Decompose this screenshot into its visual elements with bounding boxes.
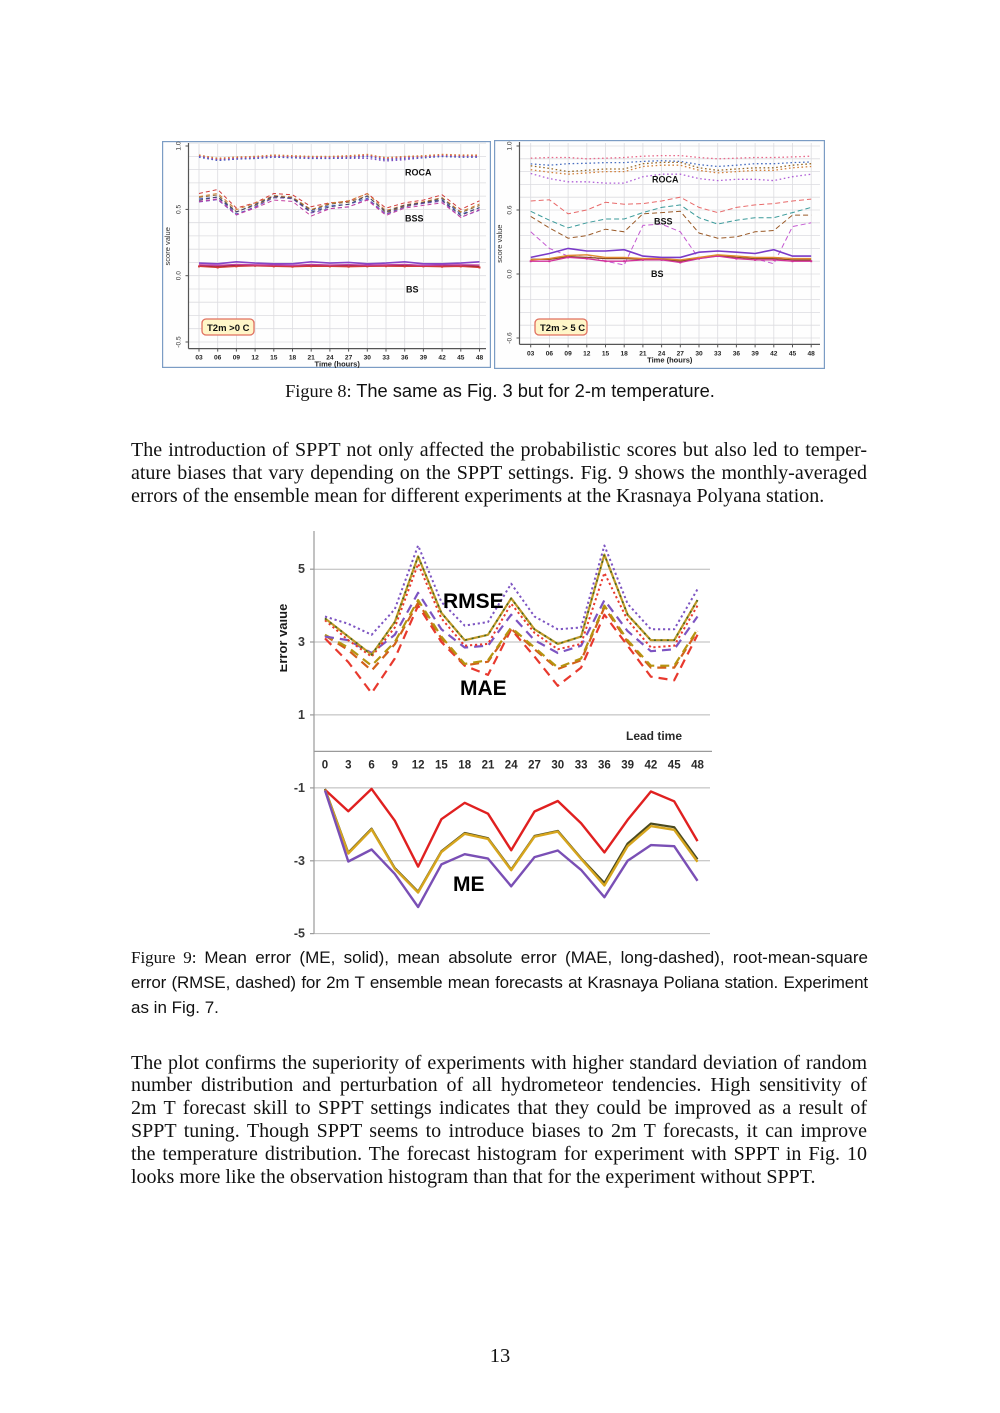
svg-text:6: 6 xyxy=(368,760,374,772)
svg-text:33: 33 xyxy=(575,760,588,772)
svg-text:-1: -1 xyxy=(294,781,305,795)
svg-text:0.0: 0.0 xyxy=(507,269,514,278)
svg-text:24: 24 xyxy=(505,760,518,772)
svg-text:12: 12 xyxy=(251,355,259,362)
svg-text:42: 42 xyxy=(645,760,658,772)
svg-text:36: 36 xyxy=(733,350,741,357)
svg-text:03: 03 xyxy=(527,350,535,357)
svg-text:36: 36 xyxy=(598,760,611,772)
svg-text:1: 1 xyxy=(298,708,305,722)
svg-text:RMSE: RMSE xyxy=(443,590,504,613)
svg-text:3: 3 xyxy=(345,760,351,772)
svg-text:Time (hours): Time (hours) xyxy=(647,355,693,364)
svg-text:27: 27 xyxy=(345,355,353,362)
svg-text:BSS: BSS xyxy=(654,217,673,227)
svg-text:45: 45 xyxy=(668,760,681,772)
svg-text:06: 06 xyxy=(214,355,222,362)
svg-text:BSS: BSS xyxy=(405,214,424,224)
svg-text:Error value: Error value xyxy=(280,604,290,673)
svg-text:T2m > 5 C: T2m > 5 C xyxy=(540,323,585,334)
svg-text:30: 30 xyxy=(551,760,564,772)
svg-text:-3: -3 xyxy=(294,854,305,868)
svg-text:MAE: MAE xyxy=(460,677,507,700)
svg-text:BS: BS xyxy=(651,269,664,279)
svg-text:09: 09 xyxy=(564,350,572,357)
svg-text:18: 18 xyxy=(289,355,297,362)
svg-text:-5: -5 xyxy=(294,927,305,941)
svg-text:27: 27 xyxy=(528,760,541,772)
svg-text:18: 18 xyxy=(621,350,629,357)
svg-text:21: 21 xyxy=(308,355,316,362)
svg-text:score value: score value xyxy=(163,227,172,265)
svg-text:42: 42 xyxy=(770,350,778,357)
svg-text:30: 30 xyxy=(364,355,372,362)
svg-text:ROCA: ROCA xyxy=(405,168,432,178)
svg-text:48: 48 xyxy=(691,760,704,772)
svg-text:ME: ME xyxy=(453,873,485,896)
svg-text:48: 48 xyxy=(808,350,816,357)
svg-text:06: 06 xyxy=(546,350,554,357)
svg-text:9: 9 xyxy=(392,760,398,772)
svg-text:15: 15 xyxy=(435,760,448,772)
svg-text:1.0: 1.0 xyxy=(507,141,514,150)
svg-text:15: 15 xyxy=(602,350,610,357)
svg-text:15: 15 xyxy=(270,355,278,362)
svg-text:0.5: 0.5 xyxy=(176,204,183,213)
svg-text:03: 03 xyxy=(195,355,203,362)
svg-text:Time (hours): Time (hours) xyxy=(315,360,361,368)
svg-text:0.0: 0.0 xyxy=(176,271,183,280)
svg-text:42: 42 xyxy=(438,355,446,362)
svg-text:24: 24 xyxy=(326,355,334,362)
svg-text:score value: score value xyxy=(495,225,504,263)
svg-text:36: 36 xyxy=(401,355,409,362)
svg-text:24: 24 xyxy=(658,350,666,357)
svg-text:18: 18 xyxy=(458,760,471,772)
svg-text:39: 39 xyxy=(420,355,428,362)
svg-text:09: 09 xyxy=(233,355,241,362)
svg-text:21: 21 xyxy=(482,760,495,772)
svg-text:BS: BS xyxy=(406,285,419,295)
svg-text:Lead time: Lead time xyxy=(626,729,682,743)
svg-text:0.6: 0.6 xyxy=(507,205,514,214)
svg-text:-0.5: -0.5 xyxy=(176,336,183,348)
svg-text:5: 5 xyxy=(298,562,305,576)
svg-text:39: 39 xyxy=(751,350,759,357)
svg-text:45: 45 xyxy=(457,355,465,362)
svg-text:30: 30 xyxy=(695,350,703,357)
svg-text:21: 21 xyxy=(639,350,647,357)
svg-text:12: 12 xyxy=(583,350,591,357)
svg-text:45: 45 xyxy=(789,350,797,357)
svg-text:1.0: 1.0 xyxy=(176,141,183,150)
svg-text:T2m >0 C: T2m >0 C xyxy=(207,323,250,334)
svg-text:48: 48 xyxy=(476,355,484,362)
svg-text:-0.6: -0.6 xyxy=(507,332,514,344)
svg-text:33: 33 xyxy=(382,355,390,362)
svg-text:0: 0 xyxy=(322,760,328,772)
svg-text:33: 33 xyxy=(714,350,722,357)
svg-text:3: 3 xyxy=(298,635,305,649)
svg-text:27: 27 xyxy=(677,350,685,357)
svg-text:ROCA: ROCA xyxy=(652,175,679,185)
svg-text:12: 12 xyxy=(412,760,425,772)
svg-text:39: 39 xyxy=(621,760,634,772)
